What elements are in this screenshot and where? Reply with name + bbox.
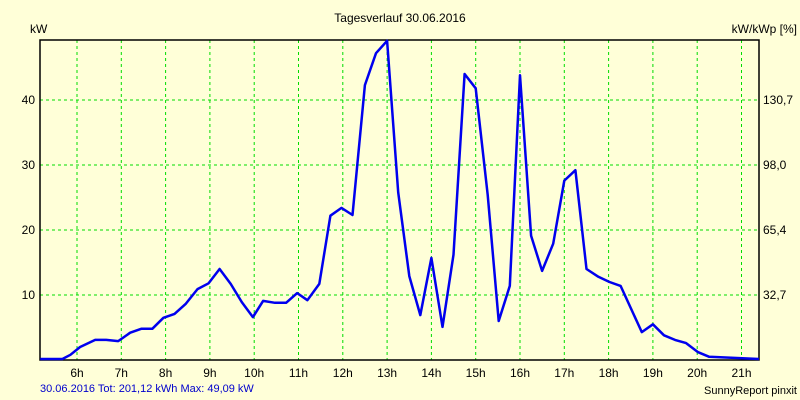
x-axis-tick: 10h [244,366,265,380]
right-axis-tick: 65,4 [763,223,787,237]
right-axis-tick: 98,0 [763,158,787,172]
x-axis-tick: 12h [332,366,353,380]
x-axis-tick: 15h [465,366,486,380]
right-axis-tick: 130,7 [763,93,794,107]
x-axis-tick: 13h [377,366,398,380]
x-axis-tick: 7h [114,366,128,380]
x-axis-tick: 14h [421,366,442,380]
x-axis-tick: 21h [731,366,752,380]
right-axis-unit-label: kW/kWp [%] [731,22,797,36]
x-axis-tick: 19h [642,366,663,380]
x-axis-tick: 9h [203,366,217,380]
x-axis-tick: 16h [509,366,531,380]
x-axis-tick: 6h [70,366,84,380]
left-axis-tick: 40 [21,93,35,107]
left-axis-unit-label: kW [30,22,48,36]
x-axis-tick: 8h [158,366,173,380]
power-line [40,39,760,361]
x-axis-tick: 11h [288,366,309,380]
x-axis-tick: 20h [687,366,708,380]
x-axis-tick: 17h [554,366,575,380]
right-axis-tick: 32,7 [763,288,787,302]
chart-title: Tagesverlauf 30.06.2016 [334,11,466,25]
brand-label: SunnyReport pinxit [704,385,797,397]
x-axis-tick: 18h [598,366,619,380]
plot-frame [39,39,760,361]
left-axis-tick: 20 [21,223,35,237]
grid-lines [40,40,759,360]
daily-summary: 30.06.2016 Tot: 201,12 kWh Max: 49,09 kW [40,383,254,395]
left-axis-tick: 30 [21,158,35,172]
left-axis-tick: 10 [21,288,35,302]
